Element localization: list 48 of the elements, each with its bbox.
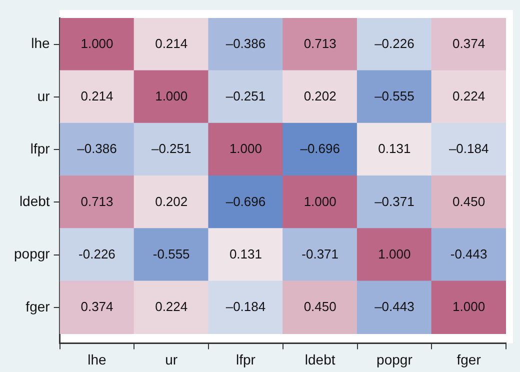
x-tick-label: fger [456, 351, 482, 368]
data-label: –0.443 [374, 298, 414, 314]
data-label: –0.251 [151, 141, 192, 156]
data-label: 0.374 [452, 36, 486, 51]
data-label: 0.450 [452, 194, 486, 209]
data-label: -0.226 [78, 246, 116, 262]
data-label: 1.000 [229, 141, 262, 156]
data-label: 0.450 [304, 298, 336, 314]
data-label: 0.224 [155, 298, 188, 314]
data-label: -0.371 [302, 246, 339, 262]
x-tick-label: popgr [376, 351, 413, 368]
data-label: –0.696 [300, 141, 340, 156]
y-tick-label: lfpr [30, 140, 50, 156]
data-label: 0.374 [80, 298, 114, 314]
x-tick-label: ur [165, 351, 178, 368]
data-label: 1.000 [155, 88, 188, 104]
y-tick-label: ldebt [19, 193, 50, 210]
data-label: –0.226 [374, 36, 414, 51]
y-tick-label: popgr [14, 246, 50, 262]
data-label: 0.202 [155, 194, 188, 209]
data-label: 0.214 [80, 88, 114, 104]
data-label: –0.555 [374, 88, 414, 104]
data-label: –0.386 [77, 141, 117, 156]
x-tick-label: lfpr [236, 351, 256, 368]
data-label: 0.713 [80, 194, 114, 209]
x-tick-label: lhe [88, 351, 107, 368]
data-label: –0.251 [226, 88, 266, 104]
data-label: 0.224 [452, 88, 486, 104]
data-label: -0.443 [450, 246, 488, 262]
data-label: 0.131 [229, 246, 262, 262]
data-label: 0.713 [304, 36, 336, 51]
data-label: 0.131 [378, 141, 411, 156]
data-label: -0.555 [152, 246, 190, 262]
data-label: 1.000 [80, 36, 114, 51]
data-label: –0.184 [226, 298, 266, 314]
y-tick-label: lhe [31, 35, 50, 52]
data-label: 0.214 [155, 36, 188, 51]
y-tick-label: ur [37, 88, 50, 104]
data-label: –0.371 [374, 194, 414, 209]
data-label: –0.386 [226, 36, 266, 51]
data-label: 1.000 [304, 194, 336, 209]
x-tick-label: ldebt [304, 351, 336, 368]
data-label: 1.000 [378, 246, 411, 262]
y-tick-label: fger [26, 298, 50, 314]
data-label: –0.184 [448, 141, 489, 156]
data-label: 0.202 [304, 88, 336, 104]
data-label: –0.696 [226, 194, 266, 209]
data-label: 1.000 [452, 298, 486, 314]
